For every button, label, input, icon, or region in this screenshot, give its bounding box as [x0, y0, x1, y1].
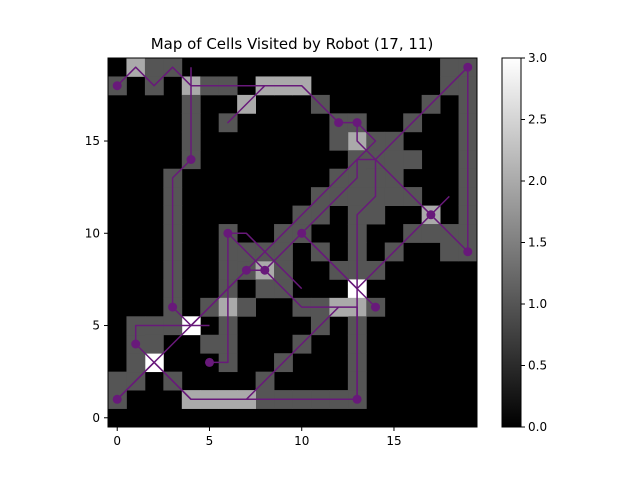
colorbar-tick-label: 1.0	[528, 297, 547, 311]
robot-marker	[297, 228, 307, 238]
robot-markers	[112, 62, 473, 404]
robot-path-segment	[227, 232, 303, 290]
x-tick-label: 0	[113, 434, 121, 448]
heatmap-cell	[384, 187, 404, 206]
heatmap-cell	[329, 131, 349, 151]
robot-marker	[352, 394, 362, 404]
heatmap-cell	[255, 279, 275, 299]
robot-path-segment	[209, 233, 229, 364]
heatmap-cell	[440, 242, 459, 262]
robot-path	[116, 66, 469, 401]
robot-path-segment	[135, 343, 192, 400]
robot-marker	[352, 118, 362, 128]
y-tick-label: 0	[92, 411, 100, 425]
robot-marker	[112, 81, 122, 91]
heatmap-cell	[403, 150, 423, 170]
chart-title: Map of Cells Visited by Robot (17, 11)	[151, 35, 434, 53]
robot-marker	[168, 302, 178, 312]
robot-marker	[260, 265, 270, 275]
colorbar-tick-label: 3.0	[528, 51, 547, 65]
x-tick-label: 15	[386, 434, 401, 448]
colorbar-gradient	[502, 58, 521, 427]
colorbar-tick-label: 2.5	[528, 113, 547, 127]
y-tick-label: 15	[85, 134, 100, 148]
y-tick-label: 10	[85, 226, 100, 240]
heatmap-cell	[440, 58, 459, 77]
heatmap-cell	[384, 150, 404, 170]
colorbar-ticks: 0.0 0.5 1.0 1.5 2.0 2.5 3.0	[521, 51, 547, 434]
robot-marker	[334, 118, 344, 128]
x-tick-label: 10	[294, 434, 309, 448]
y-tick-label: 5	[92, 319, 100, 333]
heatmap-cell	[200, 334, 220, 354]
colorbar: 0.0 0.5 1.0 1.5 2.0 2.5 3.0	[501, 51, 547, 434]
robot-path-segment	[134, 324, 210, 344]
colorbar-tick-label: 0.0	[528, 420, 547, 434]
heatmap-cell	[108, 371, 127, 391]
heatmap-cell	[237, 297, 256, 317]
heatmap-cell	[144, 58, 164, 77]
colorbar-tick-label: 0.5	[528, 359, 547, 373]
x-tick-label: 5	[206, 434, 214, 448]
heatmap-cell	[144, 334, 164, 354]
robot-marker	[463, 247, 473, 257]
robot-marker	[205, 357, 214, 367]
y-axis: 0 5 10 15	[85, 134, 108, 425]
robot-marker	[112, 394, 122, 404]
robot-marker	[223, 228, 233, 238]
plot-area	[107, 57, 478, 428]
robot-marker	[241, 265, 251, 275]
x-axis: 0 5 10 15	[113, 427, 402, 448]
robot-marker	[426, 210, 436, 220]
heatmap-cell	[421, 224, 441, 243]
heatmap-cell	[366, 205, 386, 225]
robot-path-segment	[356, 159, 377, 400]
colorbar-tick-label: 2.0	[528, 174, 547, 188]
heatmap-cell	[126, 353, 146, 373]
robot-marker	[463, 62, 473, 72]
plot-frame	[107, 57, 478, 428]
robot-marker	[131, 339, 141, 349]
robot-marker	[186, 155, 196, 164]
robot-marker	[371, 302, 380, 312]
colorbar-tick-label: 1.5	[528, 236, 547, 250]
robot-path-segment	[227, 306, 340, 401]
heatmap-cell	[347, 187, 367, 206]
robot-path-segment	[116, 122, 377, 400]
